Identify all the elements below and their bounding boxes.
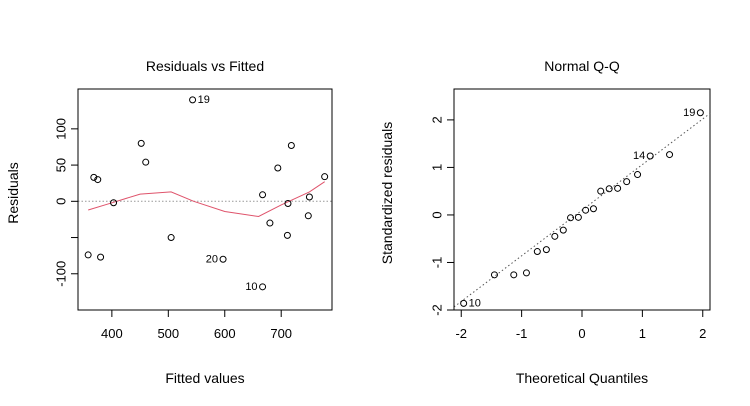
data-point	[589, 205, 597, 213]
data-point	[167, 234, 175, 242]
lowess-smooth-line	[88, 181, 325, 218]
data-point	[574, 213, 582, 221]
data-point	[559, 226, 567, 234]
data-point	[542, 246, 550, 254]
data-point	[219, 255, 227, 263]
data-point	[623, 178, 631, 186]
data-point	[274, 164, 282, 172]
data-point	[97, 253, 105, 261]
x-tick-label: 700	[270, 326, 292, 341]
normal-qq-panel: Normal Q-Q Theoretical Quantiles Standar…	[379, 58, 711, 386]
data-point	[582, 206, 590, 214]
panel-title: Normal Q-Q	[544, 58, 620, 74]
x-tick-label: -1	[516, 326, 528, 341]
data-point	[321, 173, 329, 181]
data-point	[696, 109, 704, 117]
y-tick-label: -1	[430, 257, 445, 269]
x-tick-label: 500	[157, 326, 179, 341]
data-point	[304, 212, 312, 220]
data-point	[305, 193, 313, 201]
data-point	[287, 142, 295, 150]
x-tick-label: -2	[455, 326, 467, 341]
y-tick-label: 0	[54, 198, 69, 205]
data-point	[142, 158, 150, 166]
x-tick-label: 1	[639, 326, 646, 341]
data-point	[266, 219, 274, 227]
panel-title: Residuals vs Fitted	[146, 58, 264, 74]
data-point	[259, 191, 267, 199]
data-point	[605, 185, 613, 193]
y-axis-label: Standardized residuals	[379, 122, 395, 264]
data-point	[533, 248, 541, 256]
x-tick-label: 2	[699, 326, 706, 341]
y-tick-label: 2	[430, 116, 445, 123]
data-point	[510, 271, 518, 279]
data-point	[84, 251, 92, 259]
data-point	[189, 96, 197, 104]
y-axis-label: Residuals	[5, 162, 21, 223]
data-point	[283, 231, 291, 239]
point-label: 20	[206, 253, 218, 265]
data-point	[137, 139, 145, 147]
data-point	[110, 199, 118, 207]
data-point	[551, 232, 559, 240]
point-label: 19	[198, 94, 210, 106]
x-axis-label: Theoretical Quantiles	[516, 370, 648, 386]
data-point	[490, 271, 498, 279]
residuals-vs-fitted-panel: Residuals vs Fitted Fitted values Residu…	[5, 58, 333, 386]
data-point	[284, 199, 292, 207]
point-label: 14	[633, 150, 645, 162]
point-label: 10	[245, 281, 257, 293]
data-point	[259, 283, 267, 291]
x-tick-label: 600	[214, 326, 236, 341]
x-axis-label: Fitted values	[165, 370, 244, 386]
point-label: 19	[683, 107, 695, 119]
qq-reference-line	[453, 113, 711, 308]
y-tick-label: 50	[54, 158, 69, 172]
x-tick-label: 0	[578, 326, 585, 341]
data-point	[614, 184, 622, 192]
data-point	[567, 214, 575, 222]
data-point	[597, 187, 605, 195]
y-tick-label: -2	[430, 304, 445, 316]
y-tick-label: -100	[54, 261, 69, 287]
point-label: 10	[469, 297, 481, 309]
data-point	[634, 171, 642, 179]
y-tick-label: 1	[430, 164, 445, 171]
x-tick-label: 400	[101, 326, 123, 341]
data-point	[522, 269, 530, 277]
data-point	[666, 151, 674, 159]
data-point	[460, 299, 468, 307]
data-point	[90, 173, 98, 181]
data-point	[646, 152, 654, 160]
data-point	[94, 176, 102, 184]
y-tick-label: 0	[430, 211, 445, 218]
y-tick-label: 100	[54, 118, 69, 140]
